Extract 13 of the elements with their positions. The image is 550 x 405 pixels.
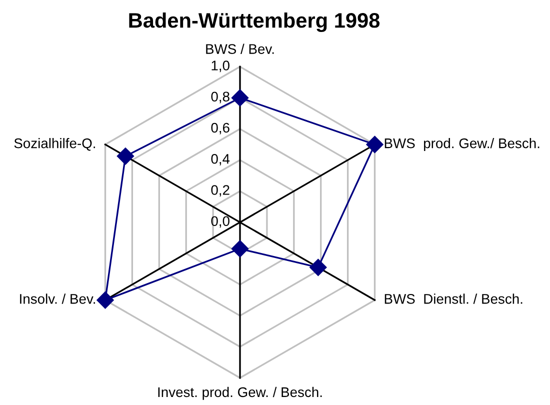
spoke-label: BWS / Bev. bbox=[206, 44, 274, 54]
y-tick-label: 0,6 bbox=[211, 122, 230, 134]
y-tick-label: 0,2 bbox=[211, 185, 230, 197]
spoke-label: BWS Dienstl. / Besch. bbox=[384, 294, 522, 304]
y-tick-label: 0,4 bbox=[211, 154, 230, 166]
spoke-label: Sozialhilfe-Q. bbox=[14, 138, 95, 151]
spoke-label: Insolv. / Bev. bbox=[20, 294, 95, 304]
spoke-label: Invest. prod. Gew. / Besch. bbox=[158, 386, 322, 400]
chart-title: Baden-Württemberg 1998 bbox=[129, 12, 380, 32]
y-tick-label: 0,0 bbox=[211, 216, 230, 228]
spoke-label: BWS prod. Gew./ Besch. bbox=[384, 138, 540, 151]
y-tick-label: 0,8 bbox=[211, 92, 230, 104]
y-tick-label: 1,0 bbox=[212, 60, 230, 72]
